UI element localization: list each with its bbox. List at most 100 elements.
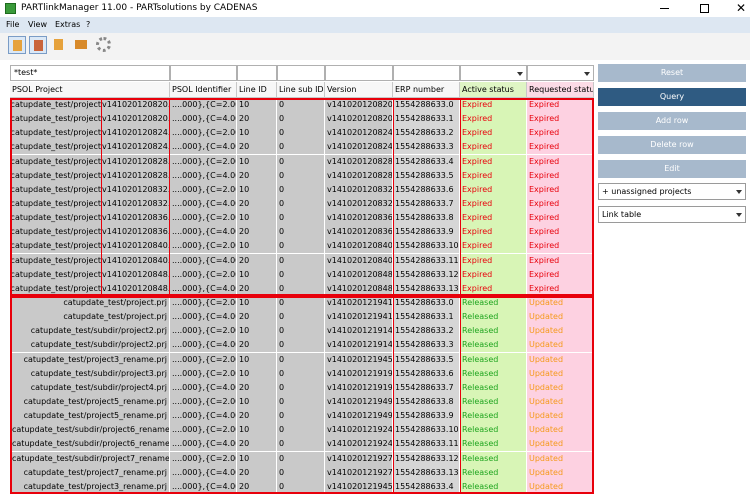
erp-cell: 1554288633.8 [393,211,460,227]
line-sub-id-cell: 0 [277,338,325,354]
erp-cell: 1554288633.1 [393,310,460,326]
menu-item[interactable]: Extras [55,20,81,29]
line-id-cell: 20 [237,380,277,396]
menu-bar: File View Extras ? [0,17,750,33]
column-header: Requested status [527,82,594,98]
project-dropdown[interactable]: + unassigned projects [598,183,746,200]
erp-cell: 1554288633.12 [393,267,460,283]
requested-status-cell: Updated [527,409,594,425]
project-path: catupdate_test/project [10,241,101,251]
filter-cell [170,65,237,81]
active-status-cell: Released [460,451,527,467]
filter-cell[interactable] [460,65,527,81]
line-id-cell: 10 [237,239,277,255]
requested-status-cell: Updated [527,380,594,396]
line-id-cell: 10 [237,394,277,410]
add-row-button[interactable]: Add row [598,112,746,130]
tool-button[interactable] [8,36,26,54]
line-id-cell: 20 [237,112,277,128]
version-cell: v141020120840 [325,239,393,255]
line-sub-id-cell: 0 [277,451,325,467]
active-status-cell: Released [460,409,527,425]
line-sub-id-cell: 0 [277,310,325,326]
active-status-cell: Expired [460,126,527,142]
query-button[interactable]: Query [598,88,746,106]
active-status-cell: Expired [460,182,527,198]
title-bar: PARTlinkManager 11.00 - PARTsolutions by… [0,0,750,17]
project-version: v141020120820.prj [102,114,170,124]
menu-item[interactable]: ? [86,20,91,29]
identifier-cell: ....000},{C=4.000} [170,225,237,241]
erp-cell: 1554288633.10 [393,239,460,255]
version-cell: v141020121927 [325,451,393,467]
active-status-cell: Released [460,352,527,368]
version-cell: v141020121927 [325,465,393,481]
version-cell: v141020120828 [325,168,393,184]
filter-cell [393,65,460,81]
line-sub-id-cell: 0 [277,253,325,269]
project-version: v141020120828.prj [102,156,170,166]
erp-cell: 1554288633.4 [393,154,460,170]
line-sub-id-cell: 0 [277,211,325,227]
tool-button[interactable] [29,36,47,54]
version-cell: v141020121949 [325,409,393,425]
close[interactable]: ✕ [736,1,747,15]
project-path: catupdate_test/project [10,142,101,152]
erp-cell: 1554288633.8 [393,394,460,410]
reset-button[interactable]: Reset [598,64,746,82]
erp-cell: 1554288633.13 [393,281,460,297]
edit-button[interactable]: Edit [598,160,746,178]
requested-status-cell: Expired [527,239,594,255]
table: *test* PSOL Project PSOL Identifier Line ID… [0,60,596,501]
menu-item[interactable]: File [6,20,20,29]
project-cell: catupdate_test/project.prj [10,295,170,311]
identifier-cell: ....000},{C=4.000} [170,437,237,453]
tool-button[interactable] [72,36,90,54]
project-version: v141020120832.prj [102,184,170,194]
maximize[interactable] [700,4,709,13]
line-sub-id-cell: 0 [277,196,325,212]
tool-button[interactable] [96,37,111,52]
minimize[interactable] [660,8,669,9]
identifier-cell: ....000},{C=4.000} [170,465,237,481]
erp-cell: 1554288633.0 [393,98,460,113]
requested-status-cell: Expired [527,98,594,113]
project-version: v141020120840.prj [102,255,170,265]
identifier-cell: ....000},{C=2.000} [170,98,237,113]
version-cell: v141020121914 [325,324,393,340]
line-id-cell: 20 [237,281,277,297]
project-path: catupdate_test/project [10,128,101,138]
requested-status-cell: Updated [527,394,594,410]
requested-status-cell: Updated [527,352,594,368]
version-cell: v141020121949 [325,394,393,410]
project-cell: catupdate_test/project.prj [10,310,170,326]
erp-cell: 1554288633.9 [393,225,460,241]
identifier-cell: ....000},{C=4.000} [170,112,237,128]
line-id-cell: 10 [237,423,277,439]
table-dropdown[interactable]: Link table [598,206,746,223]
tool-button[interactable] [50,36,68,54]
requested-status-cell: Expired [527,126,594,142]
column-header: Line ID [237,82,277,98]
active-status-cell: Expired [460,281,527,297]
line-sub-id-cell: 0 [277,239,325,255]
delete-row-button[interactable]: Delete row [598,136,746,154]
active-status-cell: Expired [460,267,527,283]
project-version: v141020120836.prj [102,213,170,223]
filter-cell[interactable] [527,65,594,81]
active-status-cell: Expired [460,253,527,269]
requested-status-cell: Expired [527,182,594,198]
menu-item[interactable]: View [28,20,47,29]
project-path: catupdate_test/project [10,184,101,194]
active-status-cell: Released [460,338,527,354]
active-status-cell: Expired [460,239,527,255]
erp-cell: 1554288633.2 [393,126,460,142]
identifier-cell: ....000},{C=2.000} [170,267,237,283]
active-status-cell: Released [460,380,527,396]
